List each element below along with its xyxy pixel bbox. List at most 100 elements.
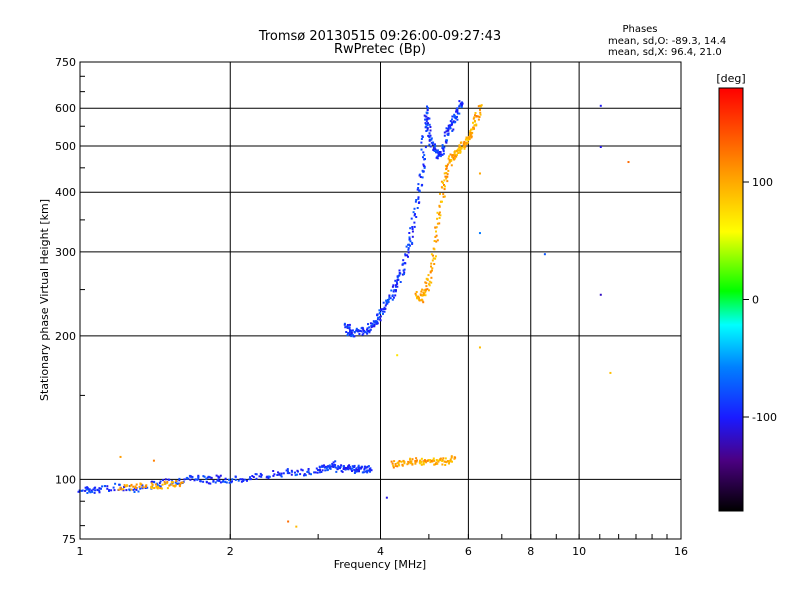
- trace-point: [422, 156, 424, 159]
- trace-point: [351, 465, 354, 468]
- trace-point: [436, 222, 439, 225]
- trace-point: [342, 468, 345, 470]
- trace-point: [435, 240, 438, 243]
- trace-point: [427, 274, 430, 277]
- trace-point: [156, 484, 159, 487]
- trace-point: [432, 141, 435, 144]
- trace-point: [357, 464, 360, 467]
- trace-point: [408, 238, 411, 240]
- trace-point: [88, 490, 91, 493]
- trace-point: [419, 460, 422, 463]
- trace-point: [406, 463, 409, 466]
- trace-point: [310, 473, 312, 476]
- trace-point: [445, 177, 448, 180]
- trace-point: [411, 458, 414, 461]
- trace-point: [411, 463, 414, 466]
- trace-point: [454, 155, 457, 158]
- scatter-point: [119, 455, 122, 458]
- trace-point: [434, 255, 437, 258]
- trace-point: [453, 113, 456, 116]
- trace-point: [333, 465, 336, 468]
- trace-point: [249, 476, 251, 479]
- trace-point: [445, 127, 448, 130]
- trace-point: [163, 480, 166, 483]
- trace-point: [215, 474, 218, 477]
- trace-point: [353, 335, 356, 338]
- trace-point: [398, 272, 401, 274]
- trace-point: [456, 108, 459, 111]
- trace-point: [267, 475, 270, 478]
- trace-point: [468, 135, 471, 138]
- trace-point: [422, 463, 425, 466]
- trace-point: [430, 276, 433, 279]
- trace-point: [451, 115, 454, 118]
- trace-point: [348, 323, 351, 326]
- trace-point: [351, 329, 354, 332]
- trace-point: [290, 473, 293, 476]
- trace-point: [273, 473, 276, 476]
- trace-point: [421, 176, 424, 179]
- x-tick-label: 1: [77, 545, 84, 558]
- y-tick-labels: 75 100 200 300 400 500 600 750: [55, 56, 76, 546]
- trace-point: [461, 102, 464, 105]
- scatter-point: [599, 145, 602, 148]
- trace-point: [368, 468, 371, 471]
- trace-point: [216, 479, 219, 481]
- trace-point: [191, 476, 194, 479]
- data-points: [77, 100, 630, 528]
- trace-point: [454, 150, 456, 153]
- trace-point: [387, 298, 390, 301]
- trace-point: [385, 299, 388, 302]
- trace-point: [432, 257, 435, 260]
- trace-point: [411, 241, 414, 244]
- trace-point: [369, 470, 371, 473]
- trace-point: [325, 465, 327, 468]
- trace-point: [194, 478, 197, 481]
- trace-point: [100, 487, 102, 490]
- trace-point: [429, 271, 432, 274]
- trace-point: [418, 299, 421, 302]
- scatter-point: [396, 354, 399, 357]
- trace-point: [436, 462, 439, 465]
- trace-point: [430, 253, 433, 256]
- trace-point: [467, 137, 470, 140]
- trace-point: [366, 469, 369, 472]
- trace-point: [279, 474, 282, 477]
- x-tick-labels: 1 2 4 6 8 10 16: [77, 545, 689, 558]
- trace-point: [463, 147, 466, 150]
- trace-point: [438, 205, 441, 208]
- x-tick-label: 6: [465, 545, 472, 558]
- trace-point: [479, 108, 481, 111]
- trace-point: [355, 467, 358, 470]
- trace-point: [451, 154, 454, 157]
- plot-frame: [79, 61, 682, 540]
- trace-point: [321, 469, 324, 472]
- trace-point: [85, 488, 88, 491]
- trace-point: [430, 138, 433, 141]
- trace-point: [361, 465, 364, 468]
- trace-point: [398, 274, 401, 277]
- trace-point: [339, 467, 341, 470]
- trace-point: [441, 459, 444, 461]
- trace-point: [465, 138, 468, 141]
- trace-point: [93, 487, 96, 490]
- trace-point: [447, 132, 450, 135]
- trace-point: [415, 457, 418, 460]
- trace-point: [415, 460, 418, 463]
- trace-point: [439, 457, 442, 460]
- trace-point: [384, 304, 387, 307]
- trace-point: [276, 474, 279, 476]
- trace-point: [342, 465, 345, 468]
- trace-point: [403, 271, 406, 274]
- y-axis-label: Stationary phase Virtual Height [km]: [38, 199, 51, 401]
- trace-point: [425, 130, 428, 132]
- trace-point: [362, 332, 365, 335]
- trace-point: [122, 488, 125, 491]
- trace-point: [470, 132, 473, 135]
- trace-point: [280, 475, 283, 478]
- trace-point: [119, 486, 122, 489]
- trace-point: [429, 461, 432, 464]
- trace-point: [431, 259, 434, 262]
- trace-point: [411, 228, 414, 230]
- trace-point: [416, 207, 419, 209]
